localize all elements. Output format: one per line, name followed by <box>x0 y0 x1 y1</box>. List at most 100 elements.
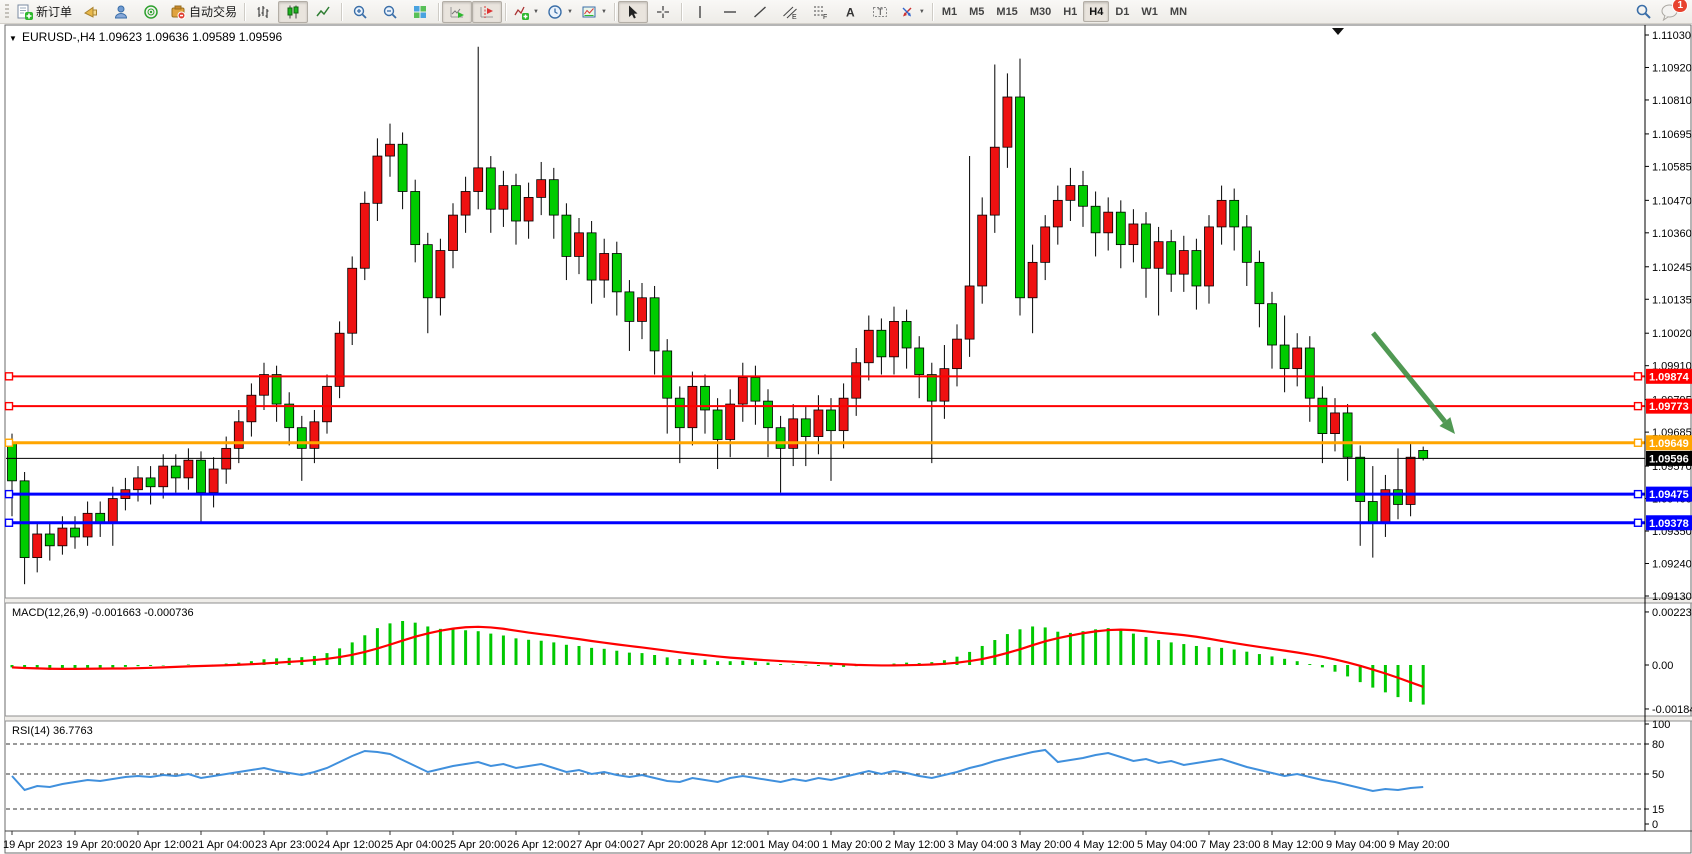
timeframe-button-m1[interactable]: M1 <box>941 5 958 18</box>
radar-icon <box>143 4 159 20</box>
line-handle[interactable] <box>1633 438 1643 447</box>
candle-body <box>876 329 887 358</box>
candle-body <box>674 397 685 429</box>
line-handle[interactable] <box>1633 489 1643 499</box>
line-chart-button[interactable] <box>308 1 338 23</box>
price-tag-label: 1.09649 <box>1649 438 1689 450</box>
timeframe-button-h4[interactable]: H4 <box>1083 1 1110 22</box>
notifications-button[interactable]: 1 <box>1660 0 1688 21</box>
chevron-down-icon[interactable]: ▼ <box>918 8 925 15</box>
clock-icon <box>547 4 563 20</box>
candle-body <box>1216 199 1227 228</box>
candle-body <box>1342 412 1353 458</box>
periods-button[interactable]: ▼ <box>543 1 577 23</box>
candle-body <box>1279 344 1290 370</box>
horizontal-line-button[interactable] <box>715 1 745 23</box>
toolbar-right-cluster: 1 <box>1635 0 1690 21</box>
line-handle[interactable] <box>4 438 14 447</box>
line-handle[interactable] <box>1633 518 1643 527</box>
toolbar-separator <box>680 2 682 21</box>
auto-scroll-button[interactable] <box>442 0 473 23</box>
text-button[interactable]: A <box>835 1 865 23</box>
candle-body <box>851 362 862 399</box>
candle-body <box>548 179 559 216</box>
crosshair-button[interactable] <box>648 1 678 23</box>
candle-body <box>1418 450 1429 459</box>
candle-body <box>435 250 446 299</box>
line-handle[interactable] <box>4 401 14 411</box>
line-handle[interactable] <box>1633 401 1643 411</box>
indicators-button[interactable]: ▼ <box>509 1 543 23</box>
candle-body <box>826 409 836 432</box>
candle-body <box>889 321 899 358</box>
timeframe-button-m15[interactable]: M15 <box>996 5 1018 18</box>
vertical-line-button[interactable] <box>685 1 715 23</box>
price-tag <box>1646 515 1692 531</box>
channel-icon: E <box>782 4 798 20</box>
candle-body <box>246 394 257 423</box>
toolbar-separator <box>931 2 933 21</box>
channel-button[interactable]: E <box>775 1 805 23</box>
price-tag-label: 1.09596 <box>1649 453 1689 465</box>
candle-body <box>750 377 761 402</box>
timeframe-button-h1[interactable]: H1 <box>1063 5 1078 18</box>
fibonacci-button[interactable]: F <box>805 1 835 23</box>
trend-arrow-shaft[interactable] <box>1371 331 1447 424</box>
signals-button[interactable] <box>76 1 106 23</box>
zoom-out-button[interactable] <box>375 1 405 23</box>
cursor-button[interactable] <box>617 0 648 23</box>
time-axis-label: 8 May 12:00 <box>1263 839 1324 851</box>
trend-arrow-head[interactable] <box>1439 417 1455 434</box>
trendline-button[interactable] <box>745 1 775 23</box>
chevron-down-icon[interactable]: ▼ <box>566 8 573 15</box>
chart-shift-marker[interactable] <box>1332 28 1344 35</box>
rsi-axis-label: 80 <box>1652 739 1664 751</box>
community-button[interactable] <box>106 1 136 23</box>
timeframe-button-m5[interactable]: M5 <box>969 5 985 18</box>
timeframe-button-d1[interactable]: D1 <box>1115 5 1130 18</box>
search-icon[interactable] <box>1635 3 1652 20</box>
linechart-icon <box>315 4 331 20</box>
price-axis-label: 1.09130 <box>1652 591 1692 603</box>
candle-body <box>1002 96 1013 148</box>
pane-splitter[interactable] <box>5 598 1692 603</box>
candle-body <box>574 232 584 257</box>
arrows-button[interactable]: ▼ <box>895 1 929 23</box>
line-handle[interactable] <box>4 372 14 381</box>
timeframe-button-w1[interactable]: W1 <box>1141 5 1158 18</box>
chart-title: EURUSD-,H4 1.09623 1.09636 1.09589 1.095… <box>22 30 283 44</box>
new-order-button[interactable]: 新订单 <box>12 1 76 23</box>
candle-body <box>1128 223 1139 246</box>
price-tag <box>1646 368 1692 384</box>
toolbar-grip[interactable] <box>5 3 9 20</box>
rsi-axis-label: 15 <box>1652 804 1664 816</box>
candle-body <box>1267 303 1277 346</box>
line-handle[interactable] <box>4 489 14 499</box>
timeframe-button-mn[interactable]: MN <box>1169 5 1188 18</box>
autotrade-icon <box>170 4 186 20</box>
price-axis-label: 1.10920 <box>1652 62 1692 74</box>
megaphone-icon <box>83 4 99 20</box>
tile-windows-button[interactable] <box>405 1 435 23</box>
pane-splitter[interactable] <box>5 716 1692 721</box>
label-button[interactable]: T <box>865 1 895 23</box>
candlestick-chart-button[interactable] <box>278 0 309 23</box>
candle-body <box>838 397 849 432</box>
auto-trading-button[interactable]: 自动交易 <box>166 1 241 23</box>
timeframe-button-m30[interactable]: M30 <box>1029 5 1052 18</box>
line-handle[interactable] <box>1633 372 1643 381</box>
candle-body <box>1191 250 1202 287</box>
chart-shift-button[interactable] <box>472 0 503 23</box>
line-handle[interactable] <box>4 518 14 527</box>
templates-button[interactable]: ▼ <box>577 1 611 23</box>
zoom-in-button[interactable] <box>345 1 375 23</box>
bar-chart-button[interactable] <box>248 1 278 23</box>
candle-body <box>259 374 269 396</box>
chevron-down-icon[interactable]: ▼ <box>533 8 539 15</box>
candle-body <box>977 214 988 287</box>
price-axis-label: 1.10020 <box>1652 328 1692 340</box>
chart-collapse-icon[interactable]: ▼ <box>9 34 17 43</box>
market-depth-button[interactable] <box>136 1 166 23</box>
chevron-down-icon[interactable]: ▼ <box>600 8 607 15</box>
toolbar-separator <box>505 2 507 21</box>
